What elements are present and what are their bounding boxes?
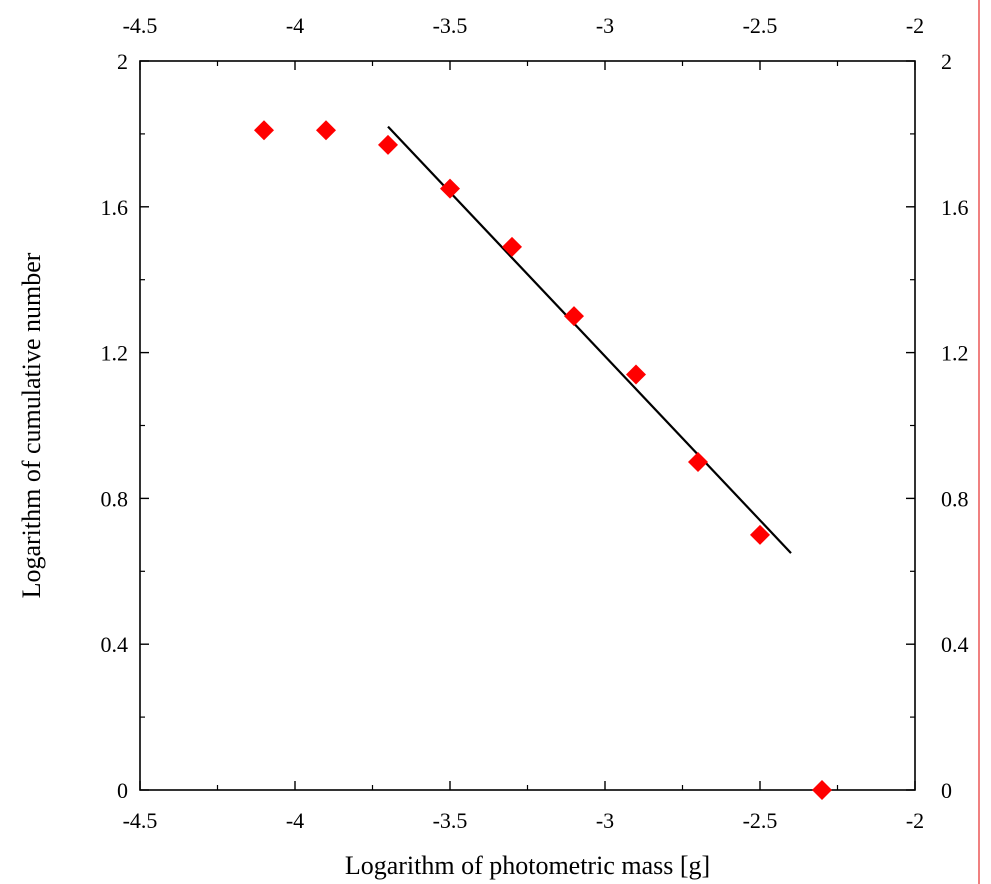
major-ticks: [139, 60, 916, 791]
fit-line: [387, 125, 792, 554]
x-tick-label-bottom: -2: [906, 808, 924, 833]
x-tick-label-bottom: -2.5: [743, 808, 778, 833]
y-tick-label-left: 2: [117, 49, 128, 74]
y-tick-label-left: 0.4: [101, 632, 129, 657]
y-tick-label-left: 1.6: [101, 195, 129, 220]
y-tick-label-right: 1.6: [941, 195, 969, 220]
x-tick-label-top: -2: [906, 13, 924, 38]
y-tick-label-right: 1.2: [941, 341, 969, 366]
data-point-marker: [564, 306, 584, 327]
data-point-marker: [316, 120, 336, 141]
y-tick-label-right: 0: [941, 778, 952, 803]
data-point-marker: [812, 780, 832, 800]
x-tick-label-bottom: -4: [286, 808, 304, 833]
x-tick-label-bottom: -3: [596, 808, 614, 833]
x-tick-label-top: -4.5: [123, 13, 158, 38]
x-axis-title: Logarithm of photometric mass [g]: [345, 851, 710, 880]
right-edge-rule: [978, 0, 980, 884]
x-tick-label-top: -3.5: [433, 13, 468, 38]
data-point-marker: [626, 364, 646, 385]
x-tick-label-top: -2.5: [743, 13, 778, 38]
minor-ticks: [140, 61, 915, 790]
tick-labels: -4.5 -4.5 -4 -4 -3.5 -3.5 -3 -3 -2.5 -2.5 -2 -2 0 0 0.…: [101, 13, 969, 833]
data-point-marker: [440, 178, 460, 199]
y-tick-label-right: 2: [941, 49, 952, 74]
data-markers: [254, 120, 832, 800]
y-tick-label-left: 0: [117, 778, 128, 803]
data-point-marker: [378, 134, 398, 155]
data-point-marker: [688, 451, 708, 472]
y-axis-title: Logarithm of cumulative number: [17, 252, 46, 598]
plot-frame: [139, 60, 916, 791]
x-tick-label-top: -4: [286, 13, 304, 38]
fit-line-layer: [387, 125, 792, 554]
y-tick-label-left: 1.2: [101, 341, 129, 366]
data-point-marker: [502, 236, 522, 257]
y-tick-label-left: 0.8: [101, 486, 129, 511]
y-tick-label-right: 0.8: [941, 486, 969, 511]
x-tick-label-top: -3: [596, 13, 614, 38]
x-tick-label-bottom: -3.5: [433, 808, 468, 833]
y-tick-label-right: 0.4: [941, 632, 969, 657]
data-point-marker: [254, 120, 274, 141]
x-tick-label-bottom: -4.5: [123, 808, 158, 833]
data-point-marker: [750, 524, 770, 545]
